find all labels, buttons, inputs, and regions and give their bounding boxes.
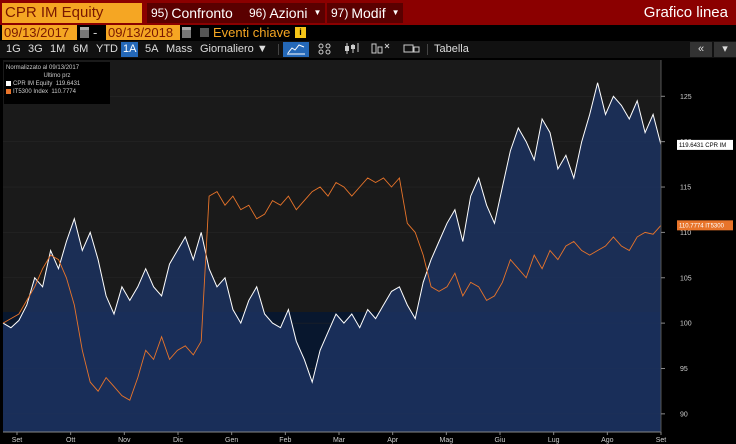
last-value-tag [677,220,733,231]
x-tick-label: Set [12,437,23,444]
y-tick-label: 125 [680,94,692,101]
menu-dropdown-icon[interactable]: ▾ [714,42,736,57]
last-value-tag [677,139,733,150]
confronto-menu[interactable]: 95) Confronto [147,3,245,23]
x-tick-label: Feb [279,437,291,444]
info-icon[interactable]: i [295,27,306,38]
ticker-field[interactable]: CPR IM Equity [2,3,142,23]
divider [427,44,428,55]
price-chart[interactable]: 9095100105110115120125 SetOttNovDicGenFe… [0,58,736,444]
azioni-menu[interactable]: 96) Azioni ▼ [245,3,325,23]
y-tick-label: 110 [680,230,691,237]
period-1m[interactable]: 1M [50,43,66,55]
menu-num: 96) [249,6,267,20]
candlestick-icon[interactable] [340,42,364,57]
period-6m[interactable]: 6M [73,43,89,55]
chevron-down-icon: ▼ [313,8,322,17]
legend-swatch [6,88,11,94]
chart-toolbar: 1G 3G 1M 6M YTD 1A 5A Mass Giornaliero ▼… [0,41,736,58]
menu-label: Confronto [171,5,233,21]
x-tick-label: Apr [387,437,399,444]
last-value-label: 110.7774 IT5300 [679,223,725,229]
series-line [2,82,662,384]
legend-entry: IT5300 Index 110.7774 [6,88,108,96]
legend-series-name: IT5300 Index [13,89,49,95]
x-tick-label: Set [656,437,667,444]
settings-icon[interactable] [400,42,424,57]
x-tick-label: Giu [495,437,506,444]
x-tick-label: Ago [601,437,614,444]
menu-num: 97) [331,6,349,20]
period-ytd[interactable]: YTD [96,43,118,55]
table-button[interactable]: Tabella [434,43,469,55]
legend-swatch [6,80,11,86]
x-axis-ticks: SetOttNovDicGenFebMarAprMagGiuLugAgoSet2… [12,432,667,444]
start-date-field[interactable]: 09/13/2017 [2,25,77,40]
divider [278,44,279,55]
modif-menu[interactable]: 97) Modif ▼ [327,3,403,23]
calendar-icon[interactable] [80,27,89,38]
page-title: Grafico linea [643,4,728,21]
legend-subheader: Ultimo prz [43,73,71,79]
calendar-icon[interactable] [182,27,191,38]
area-layer [3,82,661,432]
legend-header: Normalizzato al 09/13/2017 [6,65,80,71]
top-bar: CPR IM Equity 95) Confronto 96) Azioni ▼… [0,0,736,25]
y-tick-label: 100 [680,321,692,328]
y-tick-label: 95 [680,366,688,373]
legend-series-value: 119.6431 [55,81,81,87]
period-1a[interactable]: 1A [121,42,139,57]
end-date-field[interactable]: 09/13/2018 [106,25,180,40]
menu-label: Modif [351,5,386,21]
x-tick-label: Gen [225,437,238,444]
collapse-icon[interactable]: « [690,42,712,57]
x-tick-label: Dic [173,437,184,444]
line-chart-icon[interactable] [283,42,309,57]
x-tick-label: Lug [548,437,560,444]
series-area [3,82,661,432]
x-tick-label: Nov [118,437,131,444]
y-tick-label: 105 [680,275,692,282]
chevron-down-icon: ▼ [391,8,400,17]
annotate-icon[interactable] [368,42,394,57]
date-separator: - [93,25,98,40]
last-value-labels: 119.6431 CPR IM 110.7774 IT5300 [677,139,733,231]
y-tick-label: 115 [680,185,691,192]
menu-num: 95) [151,6,169,20]
x-tick-label: Ott [66,437,75,444]
date-row: 09/13/2017 - 09/13/2018 Eventi chiave i [0,25,736,41]
legend-series-name: CPR IM Equity [13,81,53,87]
events-checkbox[interactable] [200,28,209,37]
compare-icon[interactable] [314,42,336,57]
x-tick-label: Mar [333,437,346,444]
events-label: Eventi chiave [213,25,291,40]
legend-series-value: 110.7774 [51,89,76,95]
y-tick-label: 90 [680,411,688,418]
menu-label: Azioni [269,5,308,21]
chart-legend: Normalizzato al 09/13/2017 Ultimo prz CP… [4,62,110,104]
legend-entry: CPR IM Equity 119.6431 [6,80,108,88]
series-line [2,176,662,401]
period-3g[interactable]: 3G [28,43,43,55]
series-layer [2,82,662,401]
x-tick-label: Mag [440,437,454,444]
period-1g[interactable]: 1G [6,43,21,55]
period-mass[interactable]: Mass [166,43,193,55]
frequency-dropdown[interactable]: Giornaliero ▼ [200,43,268,55]
period-5a[interactable]: 5A [145,43,159,55]
last-value-label: 119.6431 CPR IM [679,143,726,149]
